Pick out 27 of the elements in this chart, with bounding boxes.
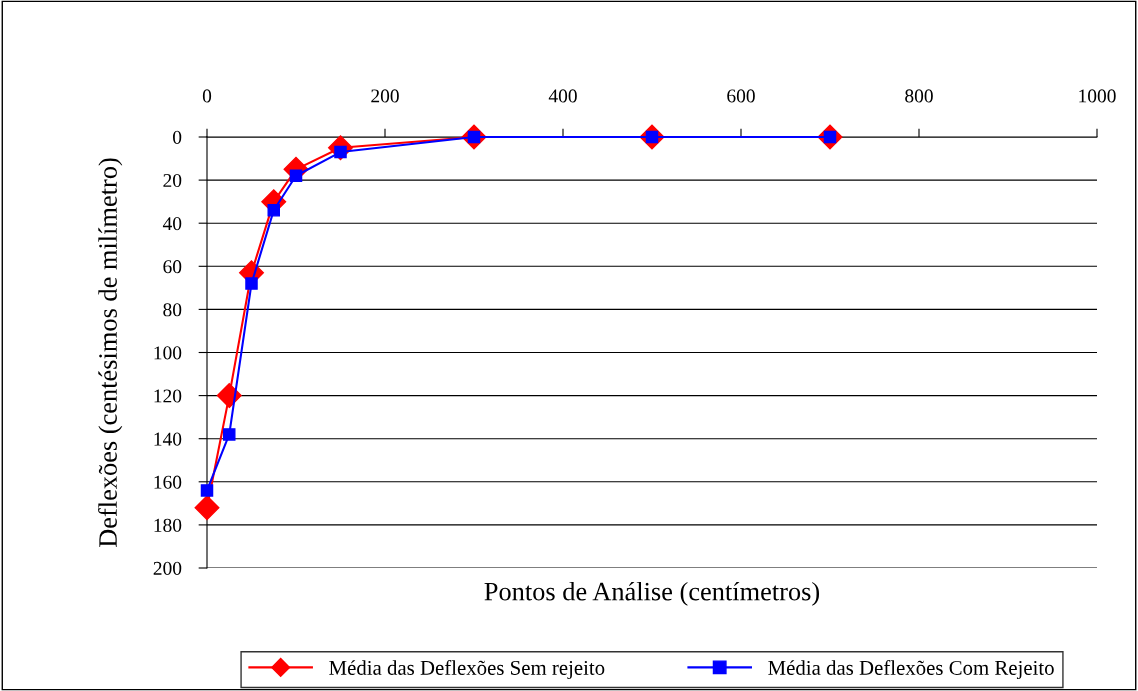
x-axis-title: Pontos de Análise (centímetros) — [484, 581, 820, 606]
y-tick-label: 60 — [163, 260, 182, 274]
x-tick-label: 400 — [548, 89, 577, 103]
y-tick-label: 40 — [162, 217, 182, 231]
x-tick-label: 0 — [202, 89, 212, 103]
x-tick-label: 200 — [371, 89, 399, 103]
point — [289, 169, 303, 183]
point — [245, 277, 258, 290]
point — [194, 495, 220, 521]
y-tick-label: 120 — [154, 389, 182, 403]
x-tick-label: 1000 — [1079, 89, 1116, 103]
legend-label: Média das Deflexões Com Rejeito — [768, 660, 1054, 680]
x-tick-label: 800 — [905, 89, 933, 103]
y-tick-label: 0 — [173, 130, 182, 144]
y-tick-label: 80 — [163, 303, 182, 317]
y-tick-label: 20 — [163, 173, 182, 188]
y-tick-label: 100 — [154, 346, 182, 360]
y-tick-label: 200 — [153, 561, 182, 575]
legend-label: Média das Deflexões Sem rejeito — [329, 660, 605, 680]
y-tick-label: 160 — [154, 475, 182, 489]
point — [216, 383, 242, 409]
y-tick-label: 140 — [154, 432, 182, 446]
point — [267, 204, 281, 217]
y-tick-label: 180 — [154, 518, 182, 532]
point — [222, 428, 236, 441]
y-axis-title: Deflexões (centésimos de milímetro) — [98, 158, 123, 548]
x-tick-label: 600 — [727, 89, 755, 103]
